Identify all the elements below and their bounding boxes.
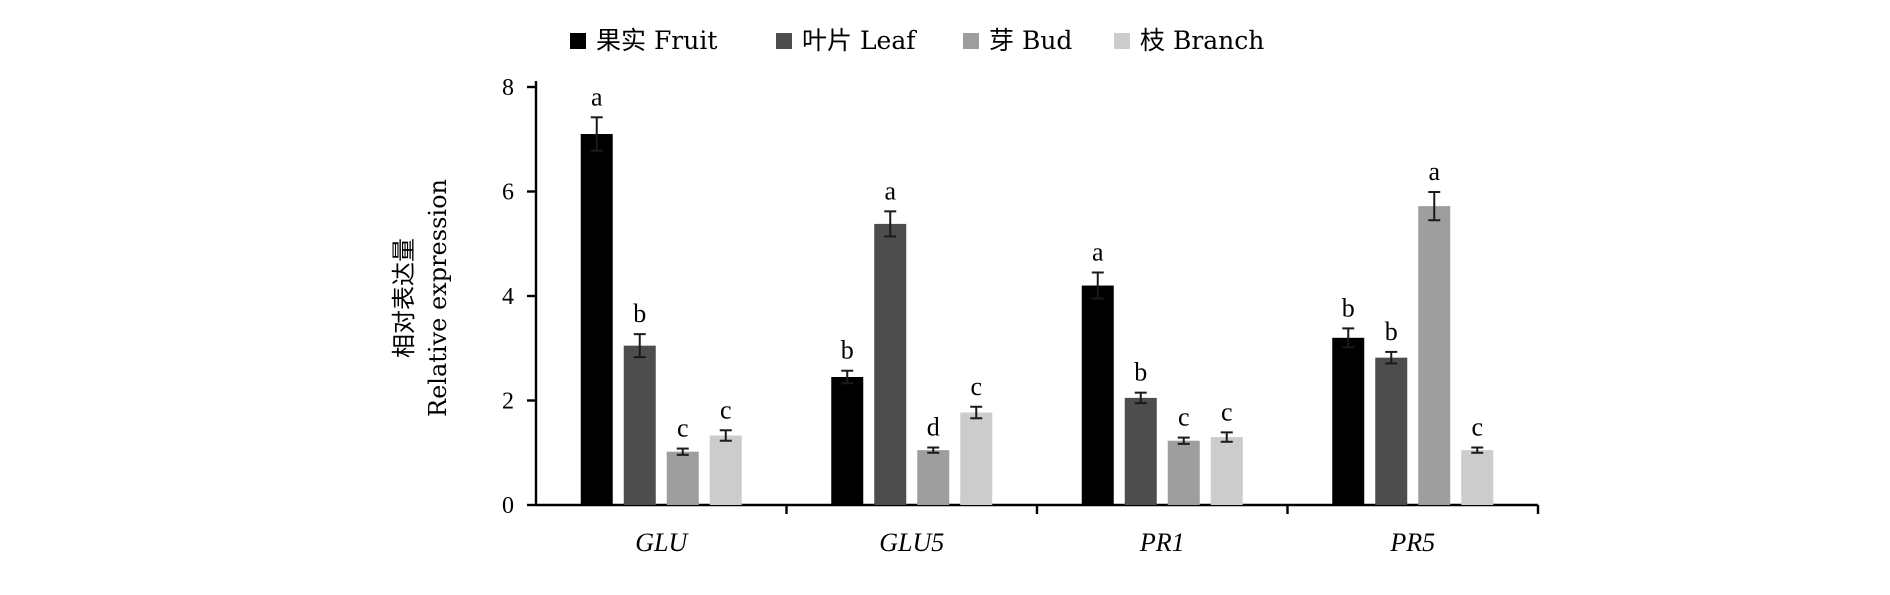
y-axis-title: 相对表达量 Relative expression [390,179,452,417]
bar [917,450,950,505]
y-tick-label: 2 [502,389,514,415]
bar [1124,397,1157,505]
significance-label: b [633,299,646,328]
legend-label: 果实 Fruit [596,26,717,55]
y-axis-title-cn: 相对表达量 [390,238,418,358]
bar [1167,440,1200,505]
significance-label: d [927,413,940,442]
legend-swatch [570,33,586,49]
significance-label: a [1428,157,1440,186]
significance-label: c [1221,397,1233,426]
bar [874,223,907,505]
x-category-label: PR5 [1389,528,1435,557]
significance-label: a [884,176,896,205]
bar [580,134,613,505]
y-tick-label: 8 [502,75,514,101]
x-category-label: PR1 [1139,528,1185,557]
y-tick-label: 0 [502,493,514,519]
bars: a b c c b a d c a b c c b b a c [580,82,1494,505]
x-category-label: GLU5 [879,528,944,557]
significance-label: b [1134,358,1147,387]
significance-label: a [591,82,603,111]
significance-label: b [1385,317,1398,346]
bar [666,451,699,505]
bar [1375,357,1408,505]
bar [831,376,864,505]
significance-label: b [841,336,854,365]
bar [1081,285,1114,505]
y-tick-label: 4 [502,284,514,310]
significance-label: a [1092,237,1104,266]
bar [623,345,656,505]
significance-label: c [970,372,982,401]
significance-label: c [720,395,732,424]
legend-label: 枝 Branch [1140,26,1264,55]
bar [960,412,993,505]
significance-label: b [1342,293,1355,322]
bar [1210,437,1243,505]
bar [1332,337,1365,505]
significance-label: c [677,414,689,443]
significance-label: c [1178,403,1190,432]
bar [1418,206,1451,505]
x-category-label: GLU [635,528,689,557]
legend-label: 叶片 Leaf [802,26,917,55]
bar [1461,450,1494,505]
x-axis-categories: GLU GLU5 PR1 PR5 [635,528,1435,557]
legend-swatch [776,33,792,49]
significance-label: c [1471,413,1483,442]
legend: 果实 Fruit 叶片 Leaf 芽 Bud 枝 Branch [570,26,1264,55]
bar [709,435,742,505]
axes: 0 2 4 6 8 [502,75,1540,519]
legend-label: 芽 Bud [989,26,1072,55]
legend-swatch [1114,33,1130,49]
legend-swatch [963,33,979,49]
y-tick-label: 6 [502,180,514,206]
y-axis-title-en: Relative expression [424,179,452,417]
